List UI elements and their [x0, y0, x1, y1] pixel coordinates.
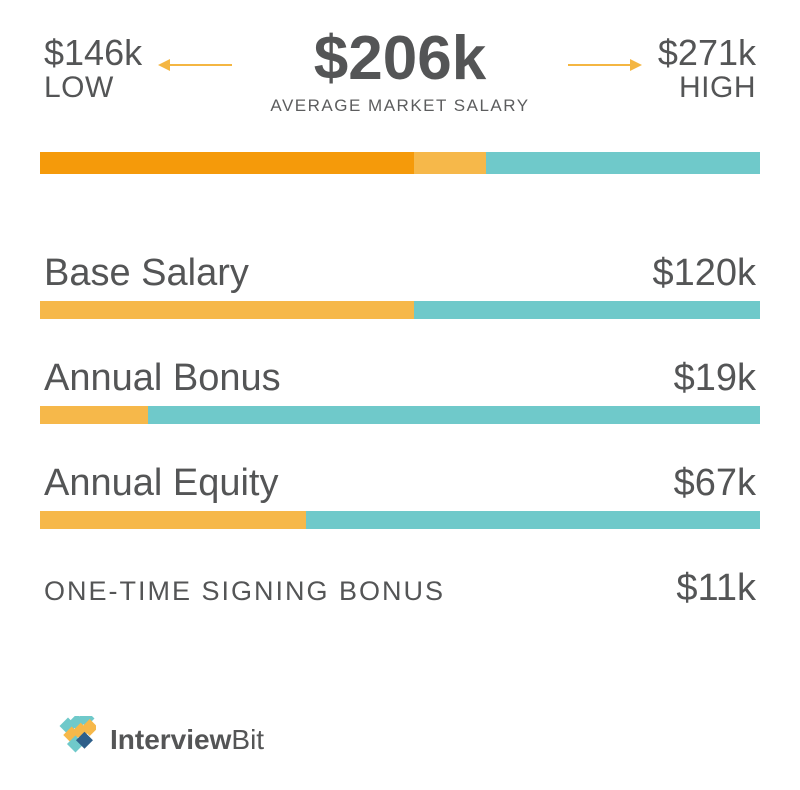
salary-component-row: Base Salary $120k — [40, 252, 760, 319]
high-value: $271k — [658, 34, 756, 72]
range-bar-container — [40, 152, 760, 174]
high-block: $271k HIGH — [658, 28, 756, 103]
low-value: $146k — [44, 34, 142, 72]
row-value: $67k — [674, 462, 756, 505]
row-bar — [40, 511, 760, 529]
signing-bonus-value: $11k — [676, 567, 756, 610]
bar-segment — [414, 152, 486, 174]
high-label: HIGH — [658, 72, 756, 104]
average-block: $206k AVERAGE MARKET SALARY — [142, 28, 658, 116]
bar-segment — [148, 406, 760, 424]
row-label: Base Salary — [44, 252, 249, 295]
row-bar — [40, 301, 760, 319]
salary-header: $146k LOW $206k AVERAGE MARKET SALARY $2… — [40, 28, 760, 116]
brand-logo-icon — [40, 716, 96, 764]
bar-segment — [414, 301, 760, 319]
row-header: Base Salary $120k — [40, 252, 760, 301]
salary-component-row: Annual Bonus $19k — [40, 357, 760, 424]
bar-segment — [486, 152, 760, 174]
row-label: Annual Equity — [44, 462, 279, 505]
row-header: Annual Bonus $19k — [40, 357, 760, 406]
row-value: $120k — [652, 252, 756, 295]
range-bar — [40, 152, 760, 174]
low-label: LOW — [44, 72, 142, 104]
row-value: $19k — [674, 357, 756, 400]
bar-segment — [40, 511, 306, 529]
brand-name-bold: Interview — [110, 724, 231, 755]
brand-name-rest: Bit — [231, 724, 264, 755]
bar-segment — [40, 152, 414, 174]
average-sublabel: AVERAGE MARKET SALARY — [142, 96, 658, 116]
signing-bonus-row: ONE-TIME SIGNING BONUS $11k — [40, 567, 760, 610]
signing-bonus-label: ONE-TIME SIGNING BONUS — [44, 576, 445, 607]
bar-segment — [40, 301, 414, 319]
row-header: Annual Equity $67k — [40, 462, 760, 511]
salary-component-row: Annual Equity $67k — [40, 462, 760, 529]
bar-segment — [306, 511, 760, 529]
low-block: $146k LOW — [44, 28, 142, 103]
brand-footer: InterviewBit — [40, 716, 264, 764]
bar-segment — [40, 406, 148, 424]
brand-name: InterviewBit — [110, 724, 264, 756]
row-label: Annual Bonus — [44, 357, 281, 400]
component-rows: Base Salary $120k Annual Bonus $19k Annual E… — [40, 252, 760, 529]
row-bar — [40, 406, 760, 424]
average-amount: $206k — [142, 28, 658, 90]
